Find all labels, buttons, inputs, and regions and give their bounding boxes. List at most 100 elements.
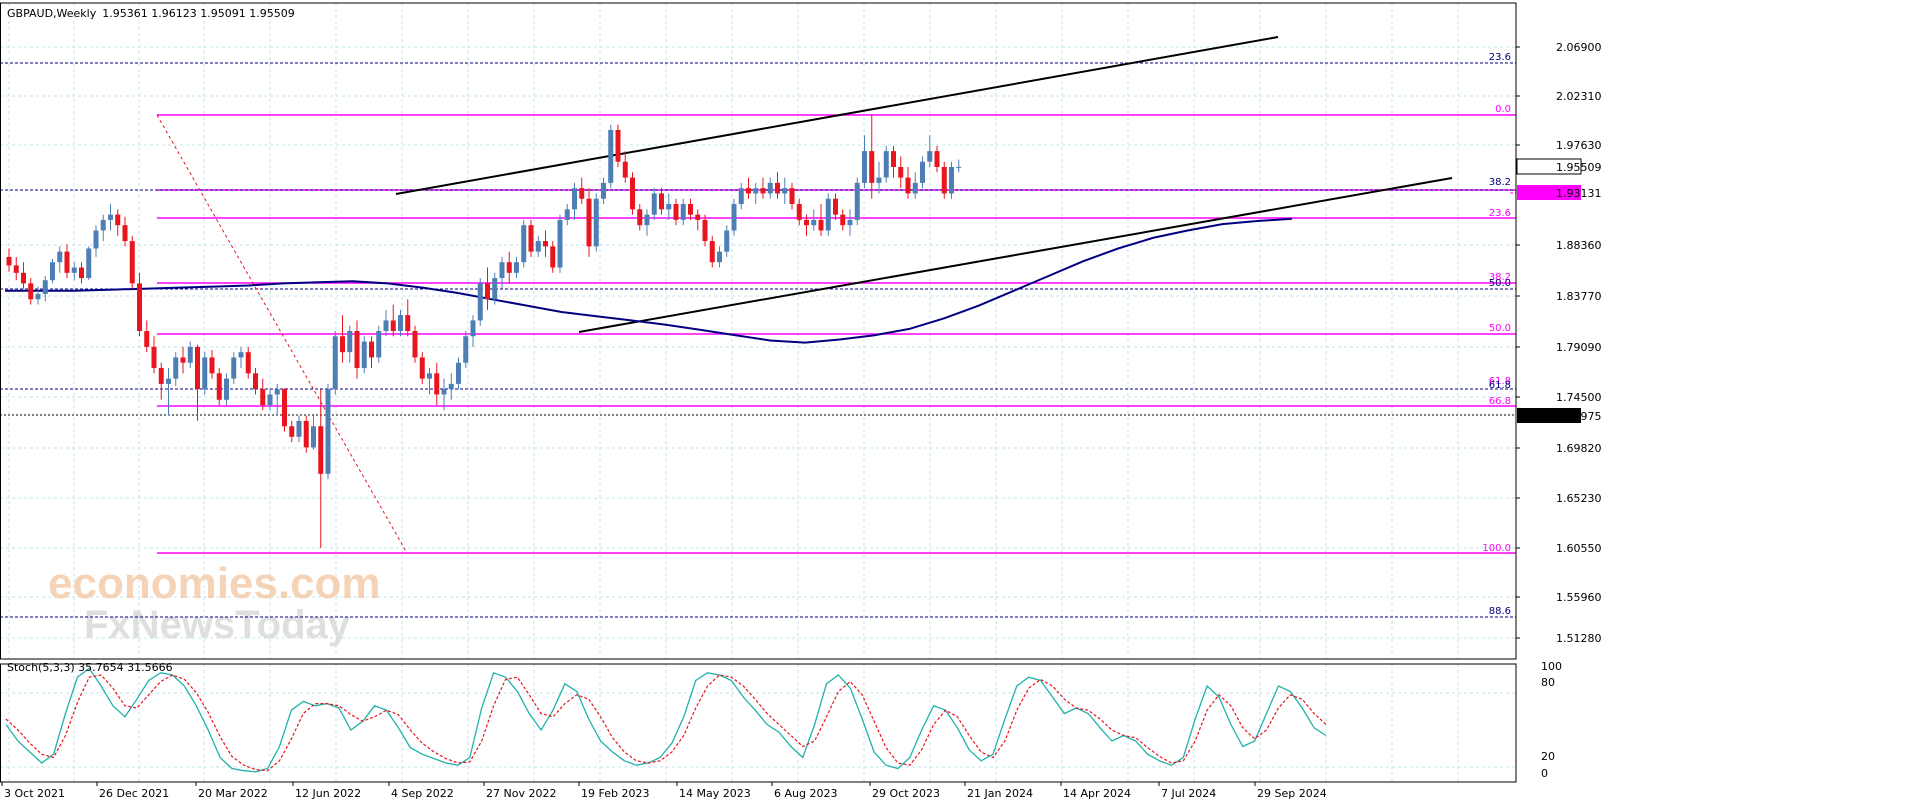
candle-body bbox=[869, 151, 875, 183]
candle-body bbox=[564, 209, 570, 220]
candle-body bbox=[920, 161, 925, 183]
stoch-frame bbox=[0, 663, 1517, 783]
stochastic-panel bbox=[5, 667, 1327, 773]
candle-body bbox=[775, 182, 780, 194]
candle-body bbox=[883, 151, 889, 178]
candle bbox=[100, 214, 106, 242]
candle-body bbox=[666, 204, 672, 210]
candle bbox=[260, 378, 266, 411]
candle bbox=[253, 368, 258, 395]
candle bbox=[695, 209, 701, 231]
candle bbox=[811, 209, 817, 231]
candle bbox=[129, 235, 135, 289]
stoch-tick-label: 80 bbox=[1541, 676, 1555, 689]
stoch-tick-label: 100 bbox=[1541, 660, 1562, 673]
candle bbox=[608, 124, 614, 189]
candle-body bbox=[514, 262, 519, 273]
candle bbox=[949, 161, 954, 199]
stoch-tick-label: 0 bbox=[1541, 767, 1548, 780]
candle bbox=[753, 182, 759, 205]
time-axis: 3 Oct 2021 26 Dec 2021 20 Mar 2022 12 Jun 2… bbox=[1, 782, 1327, 800]
candle bbox=[332, 331, 338, 395]
level-price-box bbox=[1517, 408, 1581, 423]
candle-body bbox=[579, 188, 585, 199]
candle bbox=[57, 246, 63, 273]
candle-body bbox=[833, 198, 838, 215]
candle bbox=[550, 241, 556, 273]
candle bbox=[477, 278, 483, 326]
candle bbox=[557, 214, 563, 273]
price-tick-label: 1.83770 bbox=[1556, 290, 1602, 303]
candle bbox=[543, 230, 548, 257]
candle bbox=[659, 188, 664, 215]
candle bbox=[122, 216, 128, 247]
upper-channel-line bbox=[395, 36, 1279, 195]
candle bbox=[673, 198, 679, 226]
candle bbox=[325, 383, 331, 480]
fib-label: 38.2 bbox=[1489, 272, 1511, 283]
candle bbox=[398, 309, 403, 337]
candle bbox=[71, 262, 77, 281]
watermark: economies.com FxNewsToday bbox=[48, 559, 381, 647]
symbol-header: GBPAUD,Weekly 1.95361 1.96123 1.95091 1.9… bbox=[7, 7, 295, 20]
candle-body bbox=[535, 241, 541, 252]
fib-diagonal bbox=[156, 114, 408, 554]
candle bbox=[564, 204, 570, 226]
candle-body bbox=[521, 225, 527, 263]
candle bbox=[528, 219, 534, 257]
fib-price-label: 1.93131 bbox=[1556, 187, 1602, 200]
candle-body bbox=[434, 373, 440, 395]
candle-body bbox=[528, 225, 534, 252]
candle bbox=[680, 198, 686, 226]
frames bbox=[0, 2, 1517, 783]
candle-body bbox=[398, 315, 403, 331]
candle bbox=[151, 336, 157, 374]
candle-body bbox=[108, 214, 113, 220]
watermark-line2: FxNewsToday bbox=[84, 603, 351, 647]
candle bbox=[804, 214, 809, 236]
candle-body bbox=[731, 204, 737, 231]
candle bbox=[405, 299, 411, 337]
candle bbox=[644, 209, 650, 236]
candle-body bbox=[209, 357, 215, 374]
candle-body bbox=[637, 209, 643, 226]
candle bbox=[746, 177, 751, 199]
candle bbox=[702, 214, 708, 247]
candle bbox=[789, 182, 795, 210]
candle bbox=[441, 378, 447, 411]
time-tick-label: 7 Jul 2024 bbox=[1161, 787, 1216, 800]
candle-body bbox=[673, 204, 679, 220]
candle bbox=[905, 167, 911, 199]
candle bbox=[318, 389, 324, 548]
candle-body bbox=[412, 331, 418, 358]
candle-body bbox=[767, 182, 773, 194]
stoch-label: Stoch(5,3,3) 35.7654 31.5666 bbox=[7, 661, 173, 674]
candle-body bbox=[21, 272, 26, 284]
candle bbox=[796, 198, 802, 226]
candle-body bbox=[456, 362, 461, 384]
candle-body bbox=[202, 357, 208, 390]
candle-body bbox=[680, 204, 686, 220]
candle-body bbox=[93, 230, 99, 249]
candle bbox=[166, 368, 171, 416]
candle-body bbox=[492, 278, 498, 300]
candle-body bbox=[260, 389, 266, 406]
candle-body bbox=[644, 214, 650, 226]
candle-body bbox=[499, 262, 505, 279]
candle bbox=[427, 368, 432, 395]
candle bbox=[622, 151, 628, 183]
candle-body bbox=[891, 151, 896, 167]
candle-body bbox=[35, 293, 41, 300]
fib-label: 61.8 bbox=[1489, 380, 1511, 391]
candle bbox=[282, 388, 287, 432]
candle-body bbox=[195, 346, 200, 390]
time-tick-label: 27 Nov 2022 bbox=[486, 787, 556, 800]
watermark-line1: economies.com bbox=[48, 559, 381, 608]
candle bbox=[115, 209, 121, 236]
candle bbox=[267, 389, 273, 411]
candle-body bbox=[840, 214, 846, 226]
candle-body bbox=[187, 346, 193, 363]
candle bbox=[6, 248, 12, 272]
candle bbox=[216, 368, 222, 406]
candle bbox=[492, 272, 498, 305]
